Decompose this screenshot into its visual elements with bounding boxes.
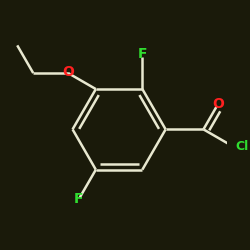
- Text: Cl: Cl: [235, 140, 248, 153]
- Text: O: O: [212, 97, 224, 111]
- Text: F: F: [74, 192, 83, 206]
- Text: O: O: [62, 64, 74, 78]
- Text: F: F: [138, 47, 147, 61]
